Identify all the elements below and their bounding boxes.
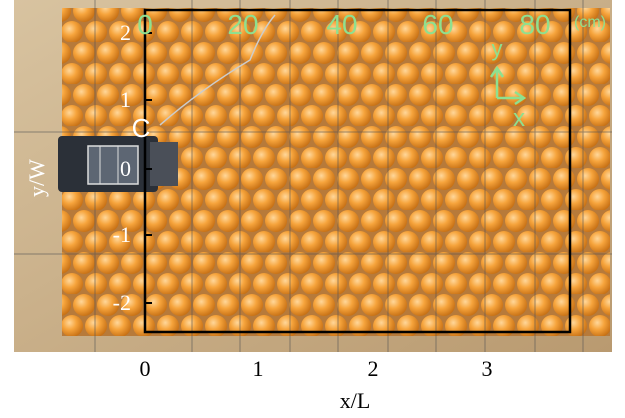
y-axis-label: y/W — [24, 159, 49, 197]
arrow-x-label: x — [513, 105, 525, 132]
axes-arrows — [489, 65, 527, 106]
region-frame — [143, 8, 572, 334]
scale-tick-label: 0 — [137, 9, 153, 40]
y-tick-label: 0 — [120, 156, 131, 181]
scale-tick-label: 40 — [326, 9, 357, 40]
x-axis-label: x/L — [340, 388, 371, 413]
arrow-y-label: y — [492, 36, 503, 61]
y-tick-label: 1 — [120, 87, 131, 112]
y-tick-label: -1 — [113, 222, 131, 247]
y-tick-label: 2 — [120, 20, 131, 45]
x-tick-label: 0 — [140, 356, 151, 381]
x-tick-label: 2 — [368, 356, 379, 381]
x-tick-label: 3 — [482, 356, 493, 381]
photo — [14, 0, 612, 352]
robot — [58, 14, 276, 192]
photo-grid — [14, 0, 612, 352]
y-tick-label: -2 — [113, 290, 131, 315]
scale-tick-label: 60 — [422, 9, 453, 40]
scale-unit: (cm) — [574, 14, 606, 31]
labels: x/L y/W (cm) C y x — [24, 14, 606, 413]
x-tick-label: 1 — [253, 356, 264, 381]
scale-tick-label: 20 — [227, 9, 258, 40]
point-label: C — [132, 113, 151, 143]
scale-tick-label: 80 — [519, 9, 550, 40]
